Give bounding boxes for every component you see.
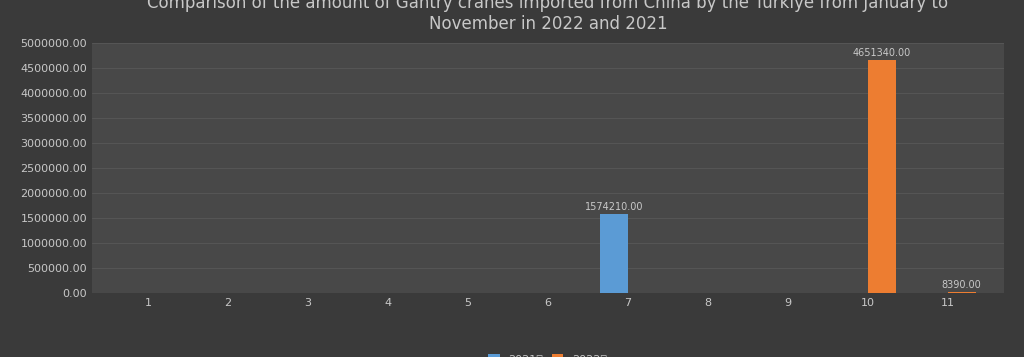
Text: 4651340.00: 4651340.00 xyxy=(853,48,910,58)
Title: Comparison of the amount of Gantry cranes imported from China by the Türkiye fro: Comparison of the amount of Gantry crane… xyxy=(147,0,948,33)
Text: 8390.00: 8390.00 xyxy=(942,280,981,290)
Text: 1574210.00: 1574210.00 xyxy=(585,202,643,212)
Bar xyxy=(947,292,976,293)
Bar xyxy=(867,60,896,293)
Legend: 2021年, 2022年: 2021年, 2022年 xyxy=(485,350,610,357)
Bar xyxy=(600,214,628,293)
